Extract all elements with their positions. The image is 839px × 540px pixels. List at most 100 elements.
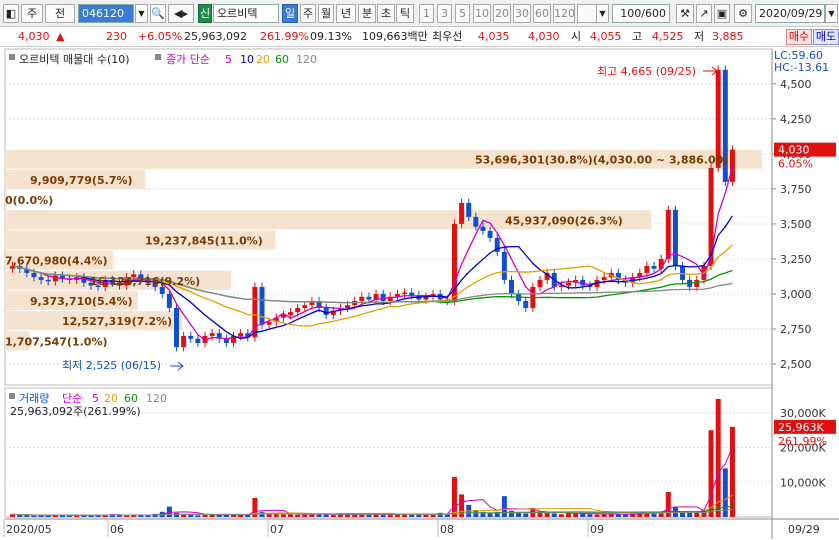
volume-bar [722,468,728,517]
period-minute[interactable]: 분 [358,4,376,23]
candle-body [280,314,286,318]
minute-option-1[interactable]: 1 [419,4,434,23]
chart-menu-icon[interactable]: ◧ [3,4,19,23]
ma-legend-period: 5 [225,53,232,66]
candle-body [31,272,37,278]
interval-dropdown-icon[interactable]: ▼ [596,4,609,23]
code-dropdown-icon[interactable]: ▼ [135,4,148,23]
volume-profile-label: 7,670,980(4.4%) [5,255,108,268]
volume-bar [665,492,671,517]
high-arrow-icon [703,66,718,76]
volume-bar [587,514,593,517]
volume-bar [95,515,101,517]
calendar-dropdown-icon[interactable]: ▼ [825,4,838,23]
count-input[interactable]: 100/600 [612,4,670,23]
volume-profile-bar [5,331,30,351]
volume-bar [380,514,386,517]
volume-bar [651,512,657,517]
volume-bar [102,514,108,517]
volume-bar [223,514,229,517]
volume-bar [273,514,279,517]
candle-body [95,285,101,287]
candle-body [537,279,543,287]
volume-tick-label: 10,000K [780,476,826,489]
volume-legend-label: 거래량 [19,392,49,405]
candle-body [544,272,550,280]
candle-body [195,338,201,343]
volume-bar [451,477,457,517]
minute-option-60[interactable]: 60 [533,4,551,23]
mode-select-label: 전 [54,7,66,20]
candle-body [523,300,529,308]
minute-option-30[interactable]: 30 [513,4,531,23]
minute-option-5[interactable]: 5 [455,4,470,23]
price-tick-label: 4,500 [780,78,812,91]
price-tick-label: 3,000 [780,288,812,301]
candle-body [672,209,678,266]
price-chart[interactable]: 2,5002,7503,0003,2503,5003,7504,0004,250… [0,47,839,540]
volume-bar [423,514,429,517]
volume-bar [67,515,73,517]
volume-bar [501,496,507,517]
price-change: 230 [106,30,127,43]
volume-profile-label: 9,373,710(5.4%) [30,295,133,308]
candle-body [487,230,493,238]
volume-profile-label: 9,909,779(5.7%) [30,174,133,187]
candle-body [359,296,365,301]
minute-option-10[interactable]: 10 [473,4,491,23]
sell-button[interactable]: 매도 [813,29,839,45]
candle-body [658,258,664,269]
volume-bar [615,514,621,517]
lc-label: LC:59.60 [774,49,823,62]
volume-profile-bar [5,210,652,230]
settings-icon[interactable]: ⚙ [734,4,752,23]
volume-bar [516,512,522,517]
ma-legend-marker-icon [155,54,161,60]
candle-body [708,167,714,266]
type-select[interactable]: 주 [21,4,43,23]
candle-body [52,275,58,282]
minute-option-3[interactable]: 3 [437,4,452,23]
candle-body [644,265,650,273]
volume-bar [459,494,465,517]
candle-body [238,333,244,336]
candle-body [259,286,265,325]
candle-body [345,305,351,308]
date-input[interactable]: 2020/09/29 [755,4,825,23]
volume-profile-bar [5,290,138,311]
save-icon[interactable]: ▣ [714,4,730,23]
volume-bar [487,512,493,517]
minute-option-20[interactable]: 20 [493,4,511,23]
current-price-label: 4,030 [778,144,810,157]
period-second[interactable]: 초 [377,4,395,23]
volume-bar [238,515,244,517]
volume-bar [166,506,172,517]
period-month[interactable]: 월 [318,4,334,23]
period-year[interactable]: 년 [336,4,356,23]
period-tick[interactable]: 틱 [396,4,414,23]
buy-button[interactable]: 매수 [786,29,812,45]
mode-select[interactable]: 전 [45,4,75,23]
price-tick-label: 4,250 [780,113,812,126]
volume-bar [209,514,215,517]
period-day[interactable]: 일 [282,4,298,23]
candle-body [466,202,472,217]
period-week[interactable]: 주 [300,4,316,23]
minute-option-120[interactable]: 120 [553,4,575,23]
current-pct-label: 6.05% [778,158,813,171]
draw-icon[interactable]: ↗ [696,4,712,23]
volume-profile-label: 0(0.0%) [5,194,53,207]
candle-body [330,310,336,315]
stock-code-input[interactable]: 046120 [78,4,134,23]
volume-bar [601,513,607,517]
search-icon[interactable]: 🔍 [150,4,166,23]
volume-bar [202,514,208,517]
volume-tick-label: 20,000K [780,442,826,455]
tools-icon[interactable]: ⚒ [676,4,694,23]
x-tick-label: 08 [440,523,454,536]
high-label: 고 [632,30,643,43]
volume-bar [729,426,735,517]
speaker-icon[interactable]: ◀▸ [168,4,194,23]
volume-ma-line-120 [12,508,733,516]
volume-bar [623,514,629,517]
